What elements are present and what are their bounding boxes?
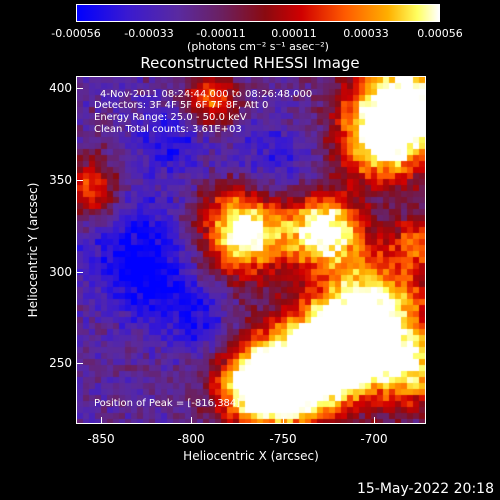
- colorbar-tick-2: -0.00033: [124, 27, 174, 40]
- y-tick-400: 400: [49, 81, 72, 95]
- info-detectors: Detectors: 3F 4F 5F 6F 7F 8F, Att 0: [94, 100, 269, 111]
- colorbar-tick-1: -0.00056: [51, 27, 101, 40]
- colorbar-tick-4: 0.00011: [271, 27, 317, 40]
- info-peak-position: Position of Peak = [-816,384]: [94, 398, 241, 409]
- image-title: Reconstructed RHESSI Image: [140, 54, 360, 72]
- colorbar-tick-6: 0.00056: [417, 27, 463, 40]
- y-tickmark: [77, 272, 83, 273]
- x-tickmark: [283, 417, 284, 423]
- footer-date: 15-May-2022 20:18: [356, 481, 494, 497]
- colorbar-tick-3: -0.00011: [196, 27, 246, 40]
- y-tick-300: 300: [49, 265, 72, 279]
- y-tick-350: 350: [49, 173, 72, 187]
- info-energy-range: Energy Range: 25.0 - 50.0 keV: [94, 112, 247, 123]
- x-tickmark: [374, 417, 375, 423]
- x-tick-minus750: -750: [269, 432, 297, 446]
- rhessi-image-panel: [76, 76, 426, 424]
- y-tickmark: [77, 180, 83, 181]
- info-clean-counts: Clean Total counts: 3.61E+03: [94, 124, 242, 135]
- y-tickmark: [77, 363, 83, 364]
- x-tick-minus700: -700: [360, 432, 388, 446]
- info-time-range: 4-Nov-2011 08:24:44.000 to 08:26:48.000: [100, 89, 313, 100]
- y-axis-label: Heliocentric Y (arcsec): [26, 182, 40, 318]
- x-axis-label: Heliocentric X (arcsec): [183, 449, 319, 463]
- x-tick-minus850: -850: [87, 432, 115, 446]
- colorbar-tick-5: 0.00033: [343, 27, 389, 40]
- x-tick-minus800: -800: [177, 432, 205, 446]
- y-tickmark: [77, 88, 83, 89]
- colorbar: [76, 4, 440, 22]
- x-tickmark: [191, 417, 192, 423]
- rhessi-heatmap: [77, 77, 425, 423]
- y-tick-250: 250: [49, 356, 72, 370]
- colorbar-unit: (photons cm⁻² s⁻¹ asec⁻²): [187, 40, 329, 53]
- x-tickmark: [101, 417, 102, 423]
